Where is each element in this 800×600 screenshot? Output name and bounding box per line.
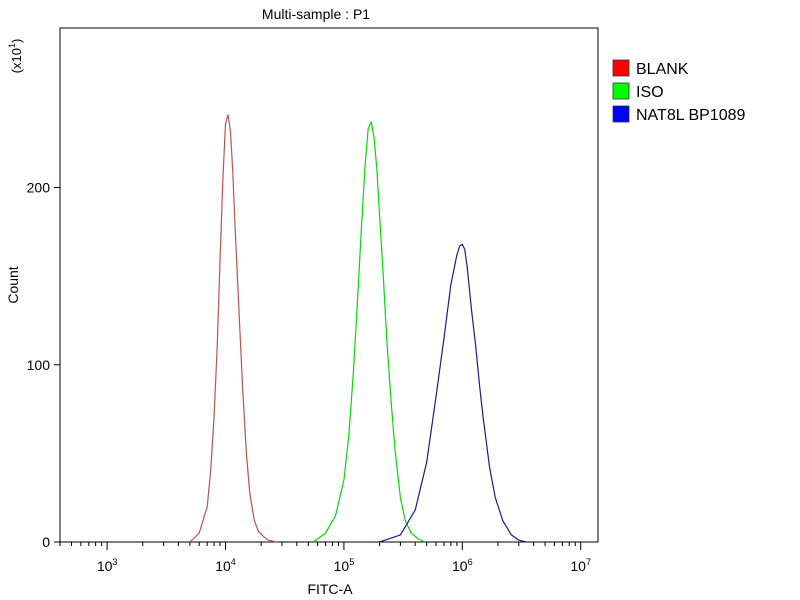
x-axis: 103 104 105 106 107 [59,542,591,574]
x-tick-exp: 7 [586,557,591,567]
x-tick-base: 10 [97,558,113,574]
y-multiplier-close: ) [9,39,24,43]
plot-frame [59,27,599,543]
series-line-blank [189,114,277,543]
legend-label-blank: BLANK [636,61,689,78]
x-tick-label: 107 [570,557,591,574]
x-tick-base: 10 [334,558,350,574]
y-multiplier-base: (x10 [9,48,24,73]
y-multiplier-exp: 1 [7,43,17,48]
x-tick-base: 10 [570,558,586,574]
y-axis-label: Count [5,266,21,303]
x-tick-exp: 4 [231,557,236,567]
legend-label-iso: ISO [636,84,664,101]
legend-label-nat8l-bp1089: NAT8L BP1089 [636,107,746,124]
x-tick-label: 104 [215,557,236,574]
series-line-nat8l-bp1089 [379,243,527,543]
y-tick-label: 200 [27,180,51,196]
chart-title: Multi-sample : P1 [262,6,370,22]
y-multiplier-label: (x101) [7,39,24,74]
y-tick-label: 0 [42,534,50,550]
x-tick-exp: 5 [349,557,354,567]
x-tick-base: 10 [215,558,231,574]
x-tick-label: 106 [452,557,473,574]
x-tick-exp: 6 [468,557,473,567]
x-tick-base: 10 [452,558,468,574]
x-tick-label: 105 [334,557,355,574]
x-tick-exp: 3 [112,557,117,567]
legend-swatch-iso [612,82,630,100]
legend: BLANK ISO NAT8L BP1089 [612,59,746,124]
x-tick-label: 103 [97,557,118,574]
x-axis-label: FITC-A [307,581,353,597]
legend-swatch-nat8l-bp1089 [612,105,630,123]
y-tick-label: 100 [27,357,51,373]
series-layer [189,114,527,543]
series-line-iso [312,121,425,543]
y-axis: 0 100 200 [27,180,60,550]
legend-swatch-blank [612,59,630,77]
